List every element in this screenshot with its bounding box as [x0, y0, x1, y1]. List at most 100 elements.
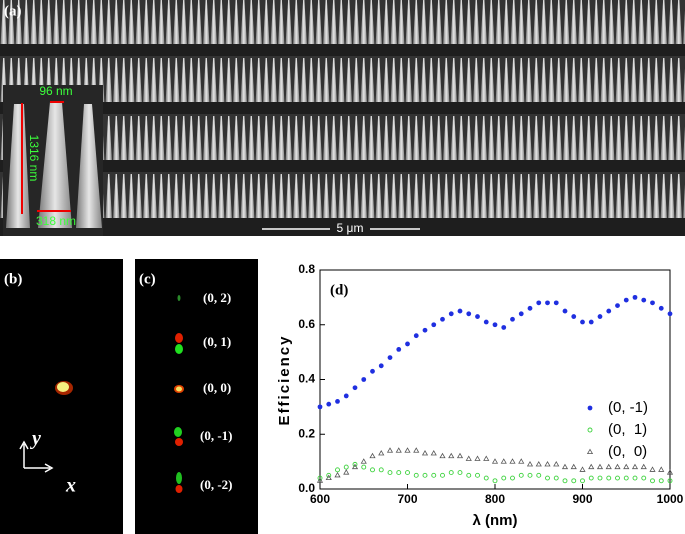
- marker: [561, 463, 569, 470]
- order-label: (0, 0): [203, 380, 231, 395]
- marker: [545, 300, 550, 306]
- legend-label: (0, 0): [608, 443, 647, 460]
- marker: [492, 478, 498, 484]
- marker: [370, 368, 375, 374]
- marker: [562, 308, 568, 314]
- marker: [500, 458, 507, 464]
- x-tick-label: 800: [485, 492, 505, 506]
- marker: [431, 322, 437, 328]
- x-tick-label: 600: [310, 492, 330, 506]
- marker: [667, 478, 673, 484]
- x-tick-label: 700: [397, 492, 417, 506]
- marker: [378, 450, 385, 456]
- marker: [396, 470, 402, 476]
- marker: [632, 475, 638, 481]
- marker: [641, 297, 647, 303]
- marker: [501, 475, 507, 481]
- marker: [658, 478, 664, 484]
- marker: [430, 450, 437, 456]
- marker: [623, 475, 629, 481]
- marker: [623, 297, 629, 303]
- marker: [545, 475, 550, 481]
- marker: [405, 341, 410, 347]
- marker: [536, 472, 542, 478]
- height-label: 1316 nm: [27, 135, 41, 182]
- arrow-head: [44, 463, 54, 473]
- marker: [491, 458, 499, 464]
- marker: [588, 463, 595, 470]
- marker: [650, 300, 655, 306]
- marker: [492, 322, 498, 328]
- plot-frame: [319, 269, 671, 490]
- marker: [588, 475, 594, 481]
- marker: [658, 305, 664, 311]
- panel-label: (c): [139, 271, 156, 287]
- marker: [605, 463, 612, 470]
- marker: [518, 458, 525, 464]
- x-axis-label: λ (nm): [473, 512, 518, 529]
- marker: [466, 311, 472, 317]
- marker: [526, 460, 534, 467]
- marker: [335, 399, 340, 404]
- marker: [615, 475, 620, 481]
- marker: [326, 401, 332, 407]
- marker: [404, 447, 411, 453]
- marker: [658, 466, 665, 472]
- marker: [518, 311, 524, 317]
- marker: [440, 316, 445, 322]
- marker: [544, 460, 551, 467]
- marker: [465, 455, 472, 461]
- marker: [439, 452, 446, 459]
- marker: [527, 305, 533, 311]
- legend-marker: [587, 427, 593, 433]
- spot: [175, 438, 183, 446]
- marker: [370, 467, 375, 473]
- x-tick-label: 900: [572, 492, 592, 506]
- order-label: (0, 2): [203, 290, 231, 305]
- marker: [361, 464, 367, 470]
- marker: [606, 308, 612, 314]
- marker: [448, 452, 455, 459]
- panel-label: (d): [330, 282, 348, 298]
- marker: [387, 355, 393, 360]
- marker: [448, 470, 454, 476]
- marker: [640, 463, 647, 470]
- marker: [562, 478, 568, 484]
- marker: [448, 311, 454, 317]
- marker: [571, 314, 577, 319]
- legend-label: (0, 1): [608, 421, 647, 438]
- marker: [386, 447, 394, 453]
- marker: [510, 475, 515, 481]
- marker: [527, 472, 533, 478]
- marker: [571, 478, 577, 484]
- inset-pillar: [38, 102, 72, 228]
- marker: [317, 475, 323, 481]
- marker: [536, 300, 542, 306]
- y-tick-label: 0.6: [298, 317, 315, 331]
- spot: [175, 485, 183, 493]
- spot: [175, 344, 183, 354]
- marker: [501, 325, 507, 330]
- marker: [553, 300, 559, 306]
- marker: [396, 346, 402, 352]
- axis-x-label: x: [65, 475, 76, 497]
- marker: [387, 470, 393, 476]
- marker: [474, 455, 481, 461]
- marker: [431, 472, 437, 478]
- marker: [456, 452, 464, 459]
- spot: [177, 295, 181, 301]
- inset-pillar: [76, 104, 102, 228]
- marker: [553, 475, 559, 481]
- marker: [335, 467, 340, 473]
- marker: [421, 450, 429, 456]
- arrow-head: [19, 440, 29, 450]
- marker: [440, 472, 445, 478]
- spot: [176, 386, 182, 392]
- marker: [457, 308, 463, 314]
- marker: [606, 475, 612, 481]
- trench: [0, 218, 685, 236]
- marker: [475, 314, 480, 319]
- spot: [176, 472, 182, 484]
- spot: [57, 382, 69, 392]
- marker: [422, 472, 428, 478]
